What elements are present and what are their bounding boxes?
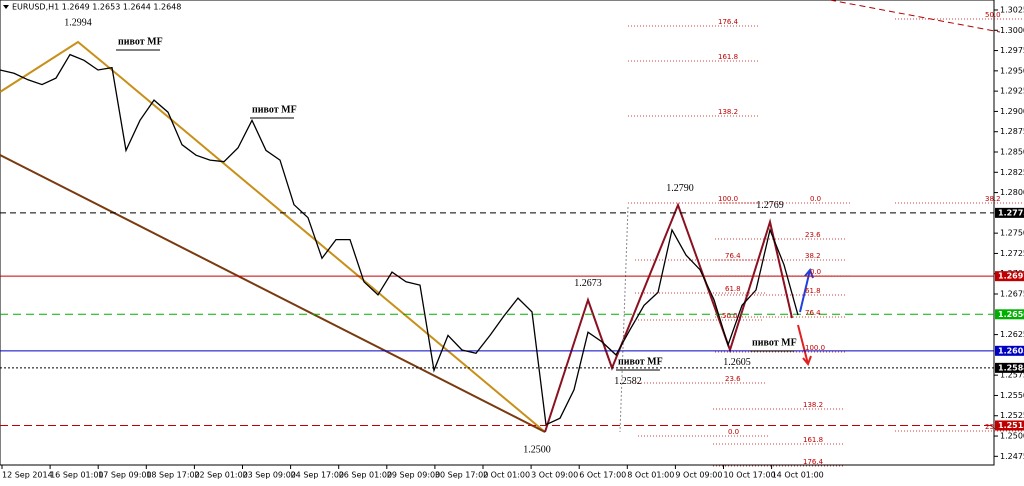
y-tick-label: 1.2975 xyxy=(1000,46,1024,55)
fib-label: 0.0 xyxy=(810,268,821,276)
y-tick-label: 1.2825 xyxy=(1000,168,1024,177)
x-tick-label: 6 Oct 17:00 xyxy=(579,471,626,480)
y-tick-label: 1.2550 xyxy=(1000,391,1024,400)
peak-label: 1.2605 xyxy=(723,357,751,368)
peak-label: 1.2769 xyxy=(756,200,784,211)
x-tick-label: 3 Oct 09:00 xyxy=(531,471,578,480)
trend-line xyxy=(829,0,1001,33)
fib-label: 100.0 xyxy=(805,344,825,352)
fib-label: 38.2 xyxy=(805,252,821,260)
arrow-up-head xyxy=(804,268,814,279)
x-tick-label: 18 Sep 17:00 xyxy=(146,471,199,480)
fib-label: 176.4 xyxy=(718,18,739,26)
fib-label: 23.6 xyxy=(725,375,741,383)
x-tick-label: 24 Sep 17:00 xyxy=(291,471,344,480)
y-tick-label: 1.2675 xyxy=(1000,290,1024,299)
fib-label: 138.2 xyxy=(803,401,823,409)
y-tick-label: 1.3000 xyxy=(1000,26,1024,35)
trend-lines xyxy=(0,0,1001,433)
x-tick-label: 17 Sep 09:00 xyxy=(98,471,151,480)
y-tick-label: 1.3025 xyxy=(1000,5,1024,14)
price-level-label: 1.2650 xyxy=(998,310,1024,319)
fib-label: 61.8 xyxy=(725,285,741,293)
price-level-box xyxy=(995,362,1024,373)
peak-label: 1.2500 xyxy=(523,444,551,455)
fib-label: 0.0 xyxy=(728,428,739,436)
price-level-label: 1.2697 xyxy=(998,272,1024,281)
y-tick-label: 1.2900 xyxy=(1000,107,1024,116)
x-tick-label: 12 Sep 2014 xyxy=(2,471,53,480)
x-tick-label: 30 Sep 17:00 xyxy=(435,471,488,480)
x-tick-label: 8 Oct 01:00 xyxy=(627,471,674,480)
trend-line xyxy=(0,154,546,433)
price-level-box xyxy=(995,345,1024,356)
pivot-label: пивот MF xyxy=(252,104,297,115)
x-tick-label: 26 Sep 01:00 xyxy=(339,471,392,480)
price-level-label: 1.2775 xyxy=(998,208,1024,217)
x-tick-label: 14 Oct 01:00 xyxy=(772,471,824,480)
x-tick-label: 9 Oct 09:00 xyxy=(675,471,722,480)
price-level-box xyxy=(995,207,1024,218)
zigzag xyxy=(544,202,793,433)
fib-label: 76.4 xyxy=(805,309,821,317)
y-tick-label: 1.2525 xyxy=(1000,411,1024,420)
fib-label: 76.4 xyxy=(725,252,741,260)
fib-label: 0.0 xyxy=(810,195,821,203)
x-tick-label: 2 Oct 01:00 xyxy=(483,471,530,480)
arrow-down xyxy=(797,324,809,365)
fib-label: 100.0 xyxy=(718,195,738,203)
arrow-up xyxy=(799,269,811,313)
y-tick-label: 1.2950 xyxy=(1000,66,1024,75)
y-tick-label: 1.2850 xyxy=(1000,147,1024,156)
y-tick-label: 1.2500 xyxy=(1000,432,1024,441)
x-tick-label: 22 Sep 01:00 xyxy=(194,471,247,480)
x-tick-label: 23 Sep 09:00 xyxy=(243,471,296,480)
plot-area xyxy=(0,0,995,466)
arrow-down-head xyxy=(802,355,812,366)
fib-label: 38.2 xyxy=(985,195,1001,203)
trend-line xyxy=(0,40,546,433)
fib-label: 161.8 xyxy=(718,53,738,61)
pivot-label: пивот MF xyxy=(618,356,663,367)
x-tick-label: 16 Sep 01:00 xyxy=(50,471,103,480)
y-tick-label: 1.2625 xyxy=(1000,330,1024,339)
peak-label: 1.2790 xyxy=(666,183,694,194)
price-line xyxy=(0,53,799,426)
y-tick-label: 1.2875 xyxy=(1000,127,1024,136)
chart-title: EURUSD,H1 1.2649 1.2653 1.2644 1.2648 xyxy=(12,3,181,12)
y-tick-label: 1.2925 xyxy=(1000,87,1024,96)
y-tick-label: 1.2475 xyxy=(1000,452,1024,461)
peak-label: 1.2994 xyxy=(64,17,92,28)
pivot-label: пивот MF xyxy=(118,36,163,47)
price-level-label: 1.2584 xyxy=(998,363,1024,372)
pivot-label: пивот MF xyxy=(752,337,797,348)
y-tick-label: 1.2725 xyxy=(1000,249,1024,258)
fib-label: 61.8 xyxy=(805,287,821,295)
fib-label: 23.6 xyxy=(985,423,1001,431)
price-level-label: 1.2605 xyxy=(998,346,1024,355)
peak-label: 1.2582 xyxy=(614,376,642,387)
fib-label: 161.8 xyxy=(803,436,823,444)
fib-label: 50.0 xyxy=(985,11,1001,19)
fib-label: 176.4 xyxy=(803,458,824,466)
fib-connector xyxy=(619,206,629,433)
price-level-box xyxy=(995,271,1024,282)
y-tick-label: 1.2750 xyxy=(1000,229,1024,238)
menu-triangle[interactable] xyxy=(3,5,9,9)
price-level-label: 1.2513 xyxy=(998,421,1024,430)
x-tick-label: 29 Sep 09:00 xyxy=(387,471,440,480)
y-tick-label: 1.2575 xyxy=(1000,371,1024,380)
price-level-box xyxy=(995,420,1024,431)
x-tick-label: 10 Oct 17:00 xyxy=(724,471,776,480)
fib-label: 50.0 xyxy=(722,312,738,320)
fib-label: 23.6 xyxy=(805,231,821,239)
fib-label: 138.2 xyxy=(718,108,738,116)
y-tick-label: 1.2800 xyxy=(1000,188,1024,197)
peak-label: 1.2673 xyxy=(574,278,602,289)
price-level-box xyxy=(995,309,1024,320)
